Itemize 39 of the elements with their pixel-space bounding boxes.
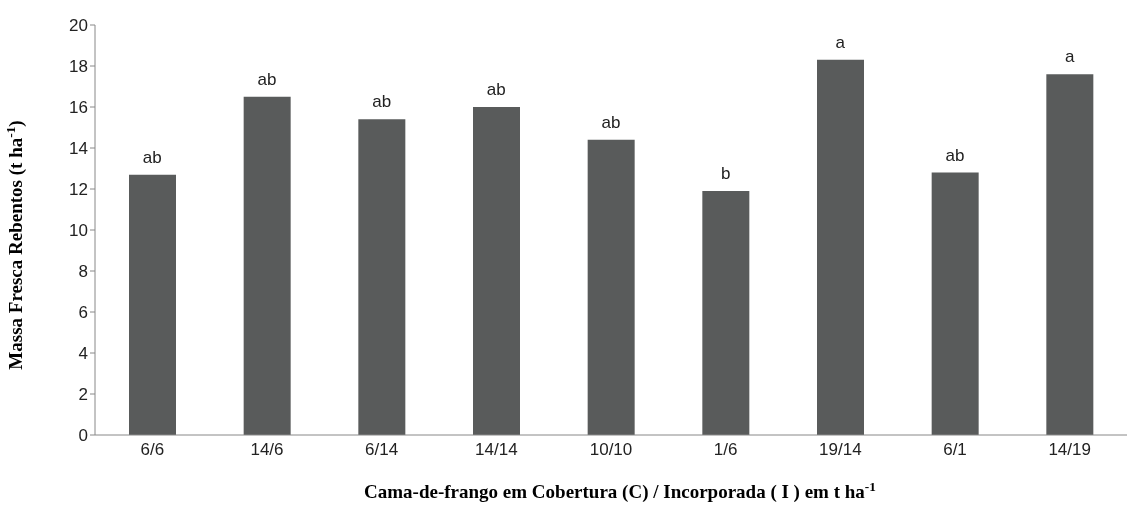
annotation: a [835,32,846,52]
bar [243,96,291,435]
x-tick-label: 6/14 [365,440,399,460]
x-tick-label: 14/14 [475,440,518,460]
annotation: ab [372,92,392,112]
x-tick-label: 14/6 [250,440,284,460]
bar [817,59,864,435]
y-tick-label: 20 [69,16,88,36]
bar [473,107,520,435]
annotation: ab [142,147,162,167]
y-tick-label: 14 [69,139,88,159]
x-axis-title: Cama-de-frango em Cobertura (C) / Incorporada ( I ) em t ha$^{-1}$ [364,478,876,503]
annotation: ab [601,112,621,132]
bar [587,139,635,435]
y-tick-label: 12 [69,180,88,200]
bar [931,172,979,435]
x-tick-label: 14/19 [1048,440,1091,460]
x-tick-label: 1/6 [713,440,738,460]
bar [702,191,750,435]
annotation: b [720,164,731,184]
x-tick-label: 10/10 [589,440,633,460]
annotation: ab [486,80,506,99]
bar [358,119,406,435]
annotation: ab [257,69,277,89]
annotation: ab [945,145,965,165]
x-tick-label: 6/6 [140,440,165,460]
y-tick-label: 4 [78,344,88,364]
y-tick-label: 0 [78,426,88,446]
x-tick-label: 19/14 [819,440,862,460]
annotation: a [1064,47,1075,67]
y-tick-label: 16 [69,98,88,118]
y-tick-label: 6 [78,303,88,323]
y-tick-label: 2 [78,385,88,405]
x-tick-label: 6/1 [943,440,967,460]
bar [129,174,176,435]
y-tick-label: 18 [69,57,88,77]
y-tick-label: 10 [69,221,88,241]
bar [1046,74,1094,435]
y-tick-label: 8 [78,262,88,282]
